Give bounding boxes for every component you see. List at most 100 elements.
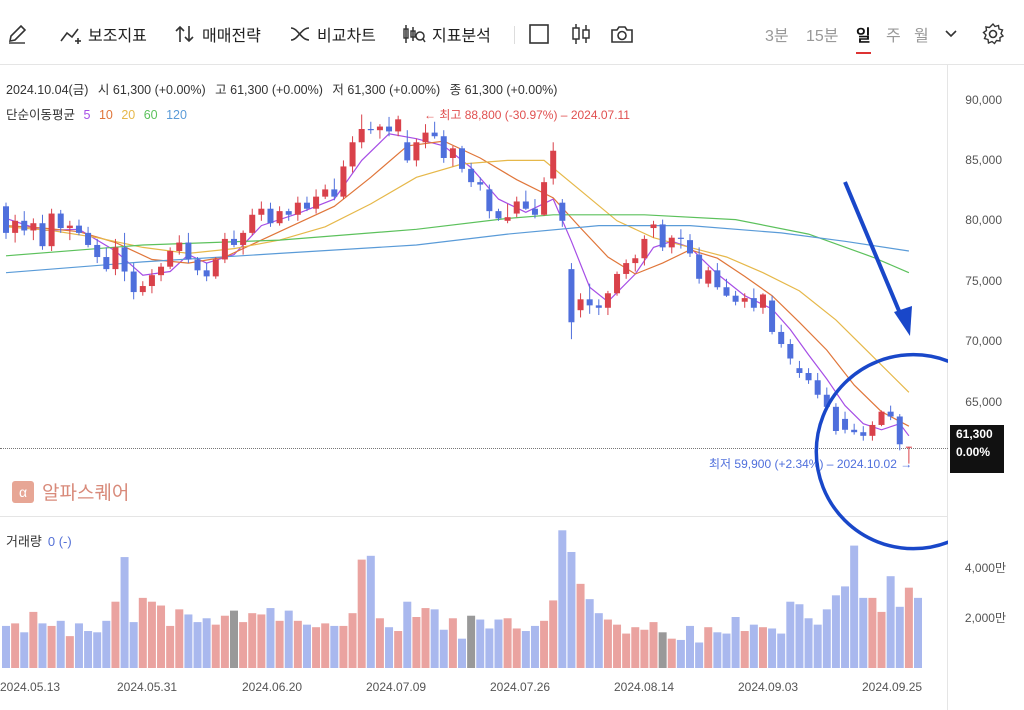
period-3min[interactable]: 3분 <box>765 28 789 45</box>
volume-bar <box>312 627 321 668</box>
xtick-1: 2024.05.31 <box>117 680 178 694</box>
volume-bar <box>202 618 211 668</box>
xtick-2: 2024.06.20 <box>242 680 303 694</box>
volume-bar <box>850 545 859 668</box>
candle-body <box>504 217 511 221</box>
candle-body <box>851 429 858 433</box>
candle-body <box>814 380 821 395</box>
ytick-70000: 70,000 <box>965 334 1002 348</box>
candle-body <box>714 270 721 288</box>
period-month[interactable]: 월 <box>914 28 929 45</box>
volume-bar <box>339 625 348 668</box>
indicator-icon <box>60 28 81 44</box>
xtick-0: 2024.05.13 <box>0 680 61 694</box>
square-icon[interactable] <box>528 22 556 46</box>
xtick-6: 2024.09.03 <box>738 680 799 694</box>
analysis-button[interactable]: 지표분석 <box>402 22 491 46</box>
price-axis[interactable]: 90,000 85,000 80,000 75,000 70,000 65,00… <box>947 64 1024 710</box>
volume-bar <box>558 530 567 668</box>
candle-body <box>21 220 28 231</box>
current-change: 0.00% <box>956 445 991 459</box>
ma-legend[interactable]: 단순이동평균 5 10 20 60 120 <box>6 104 192 123</box>
candlestick-chart[interactable]: ← 최고 88,800 (-30.97%) – 2024.07.11 최저 59… <box>0 0 948 710</box>
candle-type-icon[interactable] <box>570 22 598 46</box>
candle-body <box>39 223 46 247</box>
compare-button[interactable]: 비교차트 <box>289 22 376 46</box>
candle-body <box>632 258 639 264</box>
volume-bar <box>640 629 649 668</box>
period-week[interactable]: 주 <box>886 28 901 45</box>
candle-body <box>130 271 137 293</box>
gear-icon[interactable] <box>981 22 1011 46</box>
strategy-button[interactable]: 매매전략 <box>174 22 261 46</box>
volume-bar <box>813 624 822 668</box>
volume-bar <box>567 551 576 668</box>
volume-bar <box>822 609 831 668</box>
ma-60-line <box>5 214 910 274</box>
candle-body <box>668 237 675 248</box>
candle-body <box>896 416 903 445</box>
vol-tick-4000: 4,000만 <box>964 561 1006 575</box>
candle-body <box>778 331 785 345</box>
volume-bar <box>157 605 166 668</box>
candle-body <box>422 132 429 143</box>
volume-bar <box>175 609 184 668</box>
open-value: 61,300 (+0.00%) <box>112 83 206 97</box>
annotations: ← 최고 88,800 (-30.97%) – 2024.07.11 최저 59… <box>424 108 912 471</box>
volume-bar <box>147 601 156 668</box>
period-15min[interactable]: 15분 <box>806 28 839 45</box>
info-date: 2024.10.04(금) <box>6 83 89 97</box>
xtick-3: 2024.07.09 <box>366 680 427 694</box>
volume-bar <box>284 610 293 668</box>
indicator-button[interactable]: 보조지표 <box>60 22 147 46</box>
candle-body <box>322 189 329 197</box>
volume-bar <box>412 617 421 668</box>
volume-bar <box>722 633 731 668</box>
volume-bar <box>275 620 284 668</box>
volume-bar <box>576 583 585 668</box>
candle-body <box>887 411 894 417</box>
volume-bar <box>257 614 266 668</box>
volume-bar <box>248 613 257 668</box>
candle-body <box>258 208 265 215</box>
chart-toolbar: 보조지표 매매전략 비교차트 지표분석 3분 15분 일 주 월 <box>0 0 1024 65</box>
candle-body <box>203 270 210 277</box>
candle-body <box>94 244 101 258</box>
volume-bar <box>467 615 476 668</box>
period-day[interactable]: 일 <box>856 22 871 54</box>
candle-body <box>604 293 611 308</box>
candle-body <box>623 263 630 274</box>
compare-label: 비교차트 <box>317 28 376 45</box>
current-price-line <box>0 448 948 449</box>
ytick-90000: 90,000 <box>965 93 1002 107</box>
xtick-4: 2024.07.26 <box>490 680 551 694</box>
candle-body <box>513 201 520 214</box>
candle-body <box>687 240 693 254</box>
candle-body <box>212 259 219 277</box>
ytick-85000: 85,000 <box>965 153 1002 167</box>
volume-bar <box>877 611 886 668</box>
candle-body <box>376 126 383 131</box>
candle-body <box>741 298 748 302</box>
candle-body <box>231 238 237 245</box>
volume-bar <box>458 638 466 668</box>
volume-bar <box>348 613 357 668</box>
candle-body <box>276 211 283 224</box>
pane-divider <box>0 516 948 517</box>
volume-bar <box>740 631 749 668</box>
camera-icon[interactable] <box>610 22 640 46</box>
volume-bar <box>494 619 503 668</box>
volume-bar <box>74 623 83 668</box>
pen-icon[interactable] <box>6 22 34 46</box>
volume-bar <box>38 623 47 668</box>
volume-bar <box>676 639 685 668</box>
chevron-down-icon[interactable] <box>944 22 964 46</box>
candle-body <box>440 136 447 158</box>
candle-body <box>139 286 146 293</box>
volume-bar <box>266 608 275 668</box>
alpha-logo-icon: α <box>12 480 34 503</box>
candle-body <box>468 168 475 183</box>
volume-bar <box>138 597 147 668</box>
candle-body <box>349 142 356 167</box>
candle-body <box>696 254 703 279</box>
